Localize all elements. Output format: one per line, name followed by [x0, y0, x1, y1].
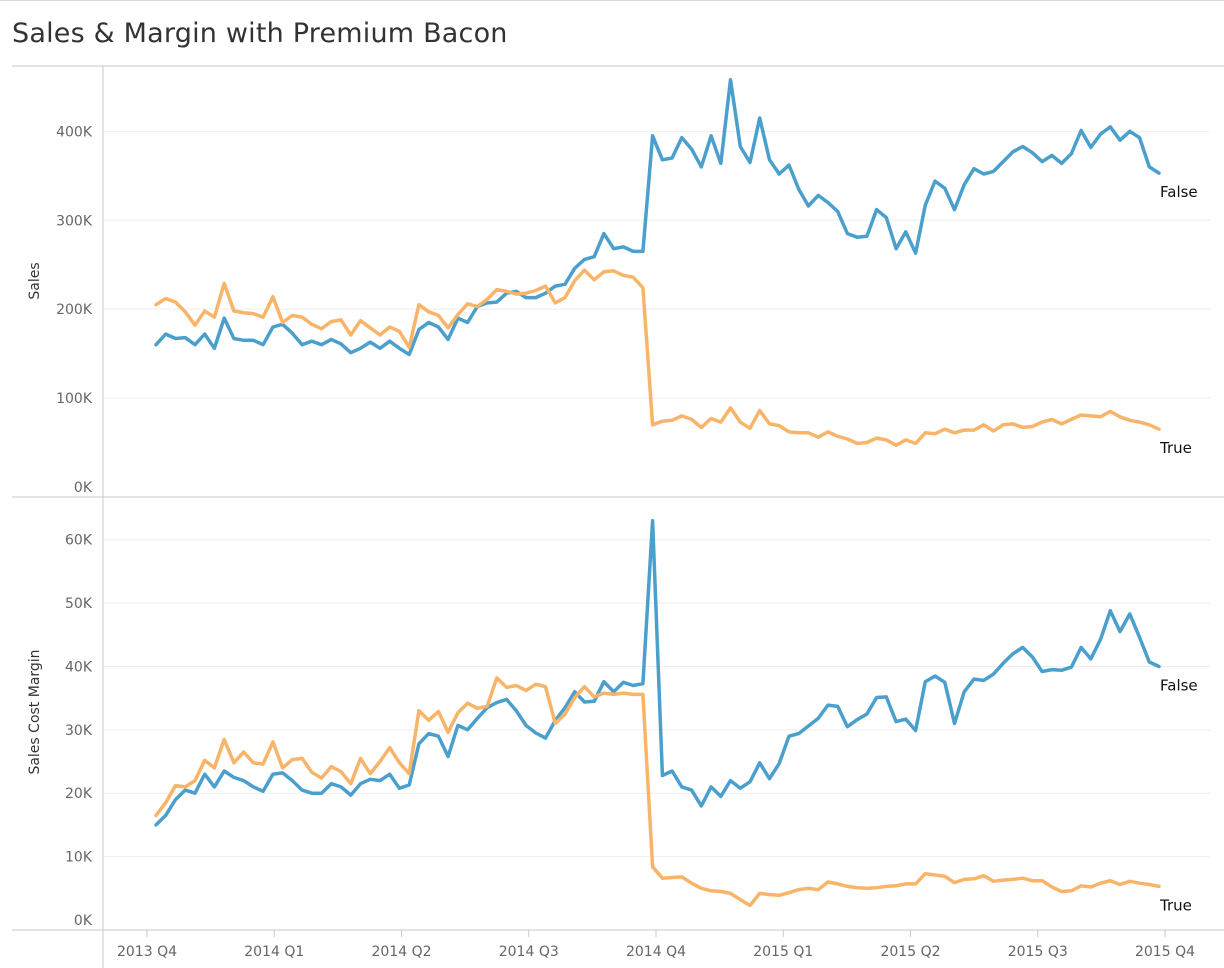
- y-tick-label: 0K: [74, 913, 93, 929]
- chart-title: Sales & Margin with Premium Bacon: [12, 18, 508, 49]
- x-tick-label: 2015 Q1: [753, 944, 813, 960]
- y-tick-label: 400K: [56, 124, 93, 140]
- top-border: [0, 0, 1224, 1]
- series-line-false: [154, 78, 1161, 357]
- y-tick-label: 0K: [74, 480, 93, 496]
- x-tick-label: 2014 Q3: [499, 944, 559, 960]
- x-tick-label: 2015 Q4: [1135, 944, 1195, 960]
- y-tick-label: 200K: [56, 302, 93, 318]
- panel-1: 0K 100K 200K 300K 400K Sales False True: [27, 78, 1210, 496]
- x-axis: 2013 Q4 2014 Q1 2014 Q2 2014 Q3 2014 Q4 2015 …: [117, 930, 1195, 960]
- y-tick-label: 20K: [65, 786, 93, 802]
- y-axis-title: Sales: [27, 262, 43, 299]
- y-axis-title: Sales Cost Margin: [27, 649, 43, 774]
- x-tick-label: 2014 Q2: [371, 944, 431, 960]
- y-tick-label: 50K: [65, 596, 93, 612]
- y-tick-label: 100K: [56, 391, 93, 407]
- y-tick-label: 60K: [65, 533, 93, 549]
- y-tick-label: 40K: [65, 659, 93, 675]
- series-line-true: [154, 676, 1161, 908]
- x-tick-label: 2013 Q4: [117, 944, 177, 960]
- x-tick-label: 2015 Q2: [880, 944, 940, 960]
- x-tick-label: 2014 Q1: [244, 944, 304, 960]
- y-tick-label: 300K: [56, 213, 93, 229]
- series-end-label-false: False: [1160, 676, 1198, 694]
- series-end-label-true: True: [1159, 439, 1192, 457]
- panel-2: 0K 10K 20K 30K 40K 50K 60K Sales Cost Margin Fal…: [27, 518, 1210, 929]
- y-tick-label: 10K: [65, 850, 93, 866]
- series-end-label-true: True: [1159, 896, 1192, 914]
- series-line-false: [154, 518, 1161, 827]
- series-end-label-false: False: [1160, 183, 1198, 201]
- y-tick-label: 30K: [65, 723, 93, 739]
- x-tick-label: 2015 Q3: [1008, 944, 1068, 960]
- x-tick-label: 2014 Q4: [626, 944, 686, 960]
- series-line-true: [154, 268, 1161, 447]
